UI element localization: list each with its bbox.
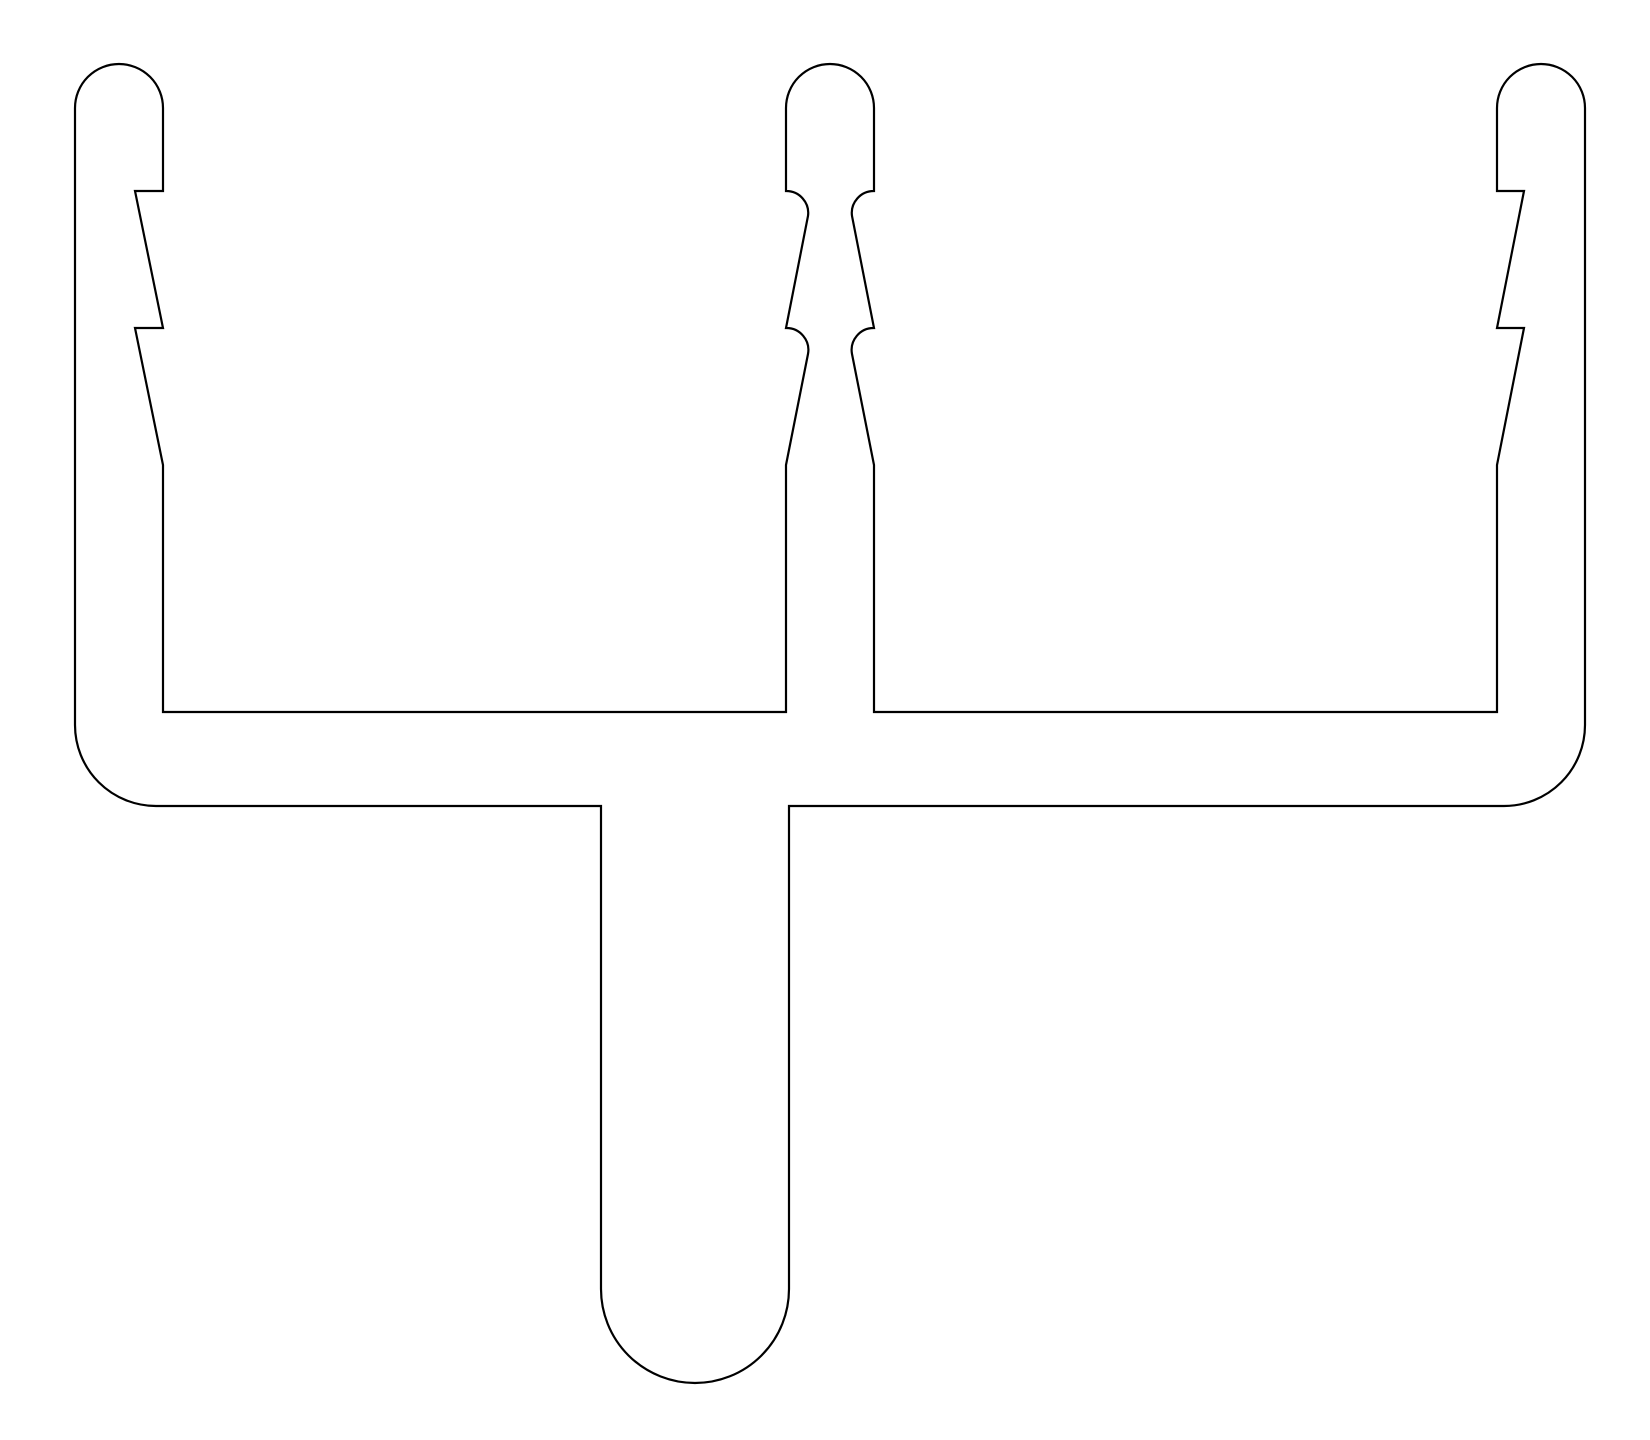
profile-outline [73, 62, 1587, 1385]
